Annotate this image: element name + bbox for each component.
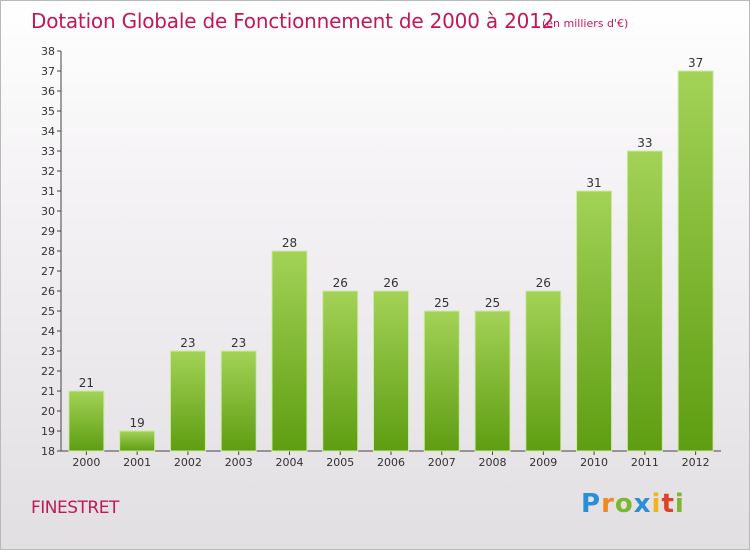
x-tick-label: 2009 [529, 456, 557, 469]
bar-2006 [373, 290, 409, 452]
x-tick-label: 2012 [682, 456, 710, 469]
y-tick-label: 20 [41, 405, 55, 418]
value-labels: 21 19 23 23 28 26 26 25 25 26 31 33 37 [79, 56, 704, 430]
y-tick-label: 34 [41, 125, 55, 138]
y-tick-label: 37 [41, 65, 55, 78]
chart-title: Dotation Globale de Fonctionnement de 20… [31, 9, 555, 33]
value-label-2001: 19 [130, 416, 145, 430]
y-tick-label: 31 [41, 185, 55, 198]
value-label-2012: 37 [688, 56, 703, 70]
bar-2004 [271, 250, 308, 452]
bar-2003 [220, 350, 257, 452]
y-tick-label: 29 [41, 225, 55, 238]
value-label-2007: 25 [434, 296, 449, 310]
y-tick-label: 32 [41, 165, 55, 178]
x-tick-label: 2002 [174, 456, 202, 469]
value-label-2002: 23 [180, 336, 195, 350]
bar-2005 [322, 290, 359, 452]
bar-2007 [423, 310, 460, 452]
bar-2012 [677, 70, 714, 452]
bar-2010 [576, 190, 613, 452]
bar-2000 [68, 390, 105, 452]
x-tick-label: 2003 [225, 456, 253, 469]
proxiti-logo: Proxiti [581, 489, 685, 519]
value-label-2004: 28 [282, 236, 297, 250]
value-label-2003: 23 [231, 336, 246, 350]
y-tick-label: 25 [41, 305, 55, 318]
x-tick-label: 2007 [428, 456, 456, 469]
y-tick-label: 21 [41, 385, 55, 398]
y-tick-label: 38 [41, 45, 55, 58]
y-tick-label: 24 [41, 325, 55, 338]
x-tick-label: 2005 [326, 456, 354, 469]
y-tick-label: 23 [41, 345, 55, 358]
x-tick-label: 2010 [580, 456, 608, 469]
y-tick-label: 26 [41, 285, 55, 298]
value-label-2008: 25 [485, 296, 500, 310]
y-tick-label: 35 [41, 105, 55, 118]
x-tick-label: 2006 [377, 456, 405, 469]
y-tick-label: 27 [41, 265, 55, 278]
x-tick-label: 2001 [123, 456, 151, 469]
value-label-2005: 26 [333, 276, 348, 290]
chart-subtitle: (en milliers d'€) [542, 17, 629, 30]
value-label-2000: 21 [79, 376, 94, 390]
x-tick-label: 2008 [479, 456, 507, 469]
bar-2002 [169, 350, 206, 452]
x-tick-label: 2000 [72, 456, 100, 469]
bar-2011 [626, 150, 663, 452]
y-tick-label: 22 [41, 365, 55, 378]
bar-2001 [119, 430, 156, 452]
bar-2008 [474, 310, 511, 452]
x-tick-label: 2004 [275, 456, 303, 469]
value-label-2006: 26 [383, 276, 398, 290]
y-tick-label: 33 [41, 145, 55, 158]
value-label-2009: 26 [536, 276, 551, 290]
bar-2009 [525, 290, 562, 452]
value-label-2010: 31 [586, 176, 601, 190]
y-tick-label: 19 [41, 425, 55, 438]
y-tick-label: 18 [41, 445, 55, 458]
y-tick-label: 36 [41, 85, 55, 98]
y-tick-label: 30 [41, 205, 55, 218]
bars [68, 70, 714, 452]
y-tick-label: 28 [41, 245, 55, 258]
axes: 18 19 20 21 22 23 24 25 26 27 28 29 30 31 32 33 34 35 36 37… [41, 45, 721, 469]
commune-name: FINESTRET [31, 498, 119, 518]
value-label-2011: 33 [637, 136, 652, 150]
x-tick-label: 2011 [631, 456, 659, 469]
